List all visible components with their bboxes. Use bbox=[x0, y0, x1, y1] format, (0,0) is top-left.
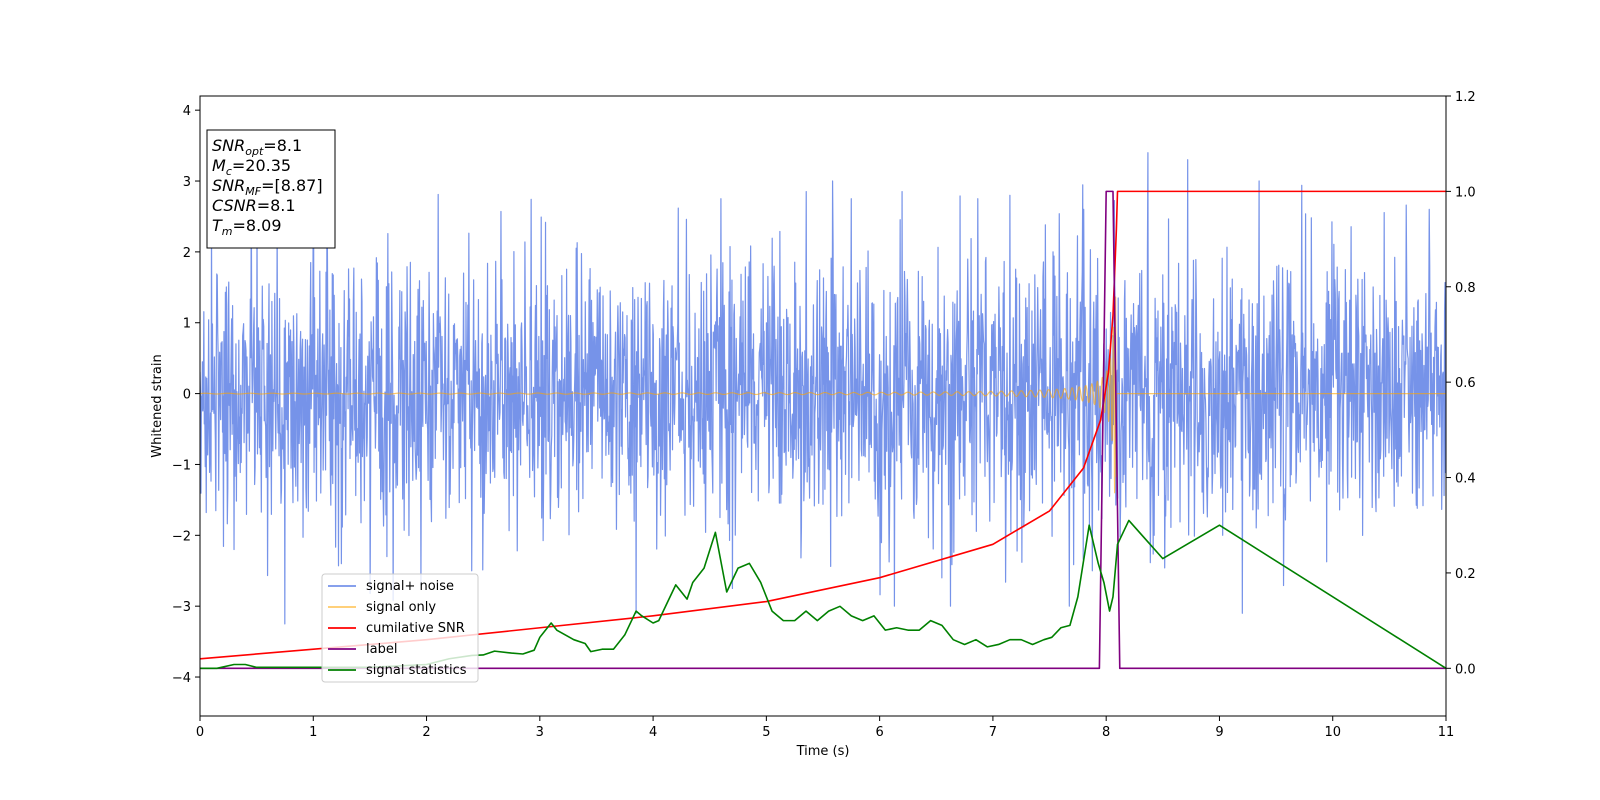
y-tick-label: 4 bbox=[183, 104, 191, 119]
y2-tick-label: 0.0 bbox=[1455, 662, 1476, 677]
info-box-line: CSNR=8.1 bbox=[212, 196, 296, 215]
x-tick-label: 3 bbox=[536, 725, 544, 740]
info-subscript: opt bbox=[245, 145, 264, 158]
y2-tick-label: 0.4 bbox=[1455, 472, 1476, 487]
x-tick-label: 4 bbox=[649, 725, 657, 740]
y2-tick-label: 0.8 bbox=[1455, 281, 1476, 296]
y2-tick-label: 1.2 bbox=[1455, 90, 1476, 105]
legend-entry-label: cumilative SNR bbox=[366, 621, 465, 636]
series-cumilative-snr-line bbox=[200, 190, 1446, 660]
legend-frame bbox=[321, 573, 479, 683]
info-box-line: SNRopt=8.1 bbox=[212, 136, 302, 158]
series-signal-statistics-line bbox=[200, 519, 1446, 670]
y-tick-label: −1 bbox=[172, 458, 191, 473]
x-tick-label: 1 bbox=[309, 725, 317, 740]
x-tick-label: 7 bbox=[989, 725, 997, 740]
legend-entry-label: signal+ noise bbox=[366, 579, 454, 594]
plot-series-layer bbox=[200, 152, 1446, 670]
legend: signal+ noise signal only cumilative SNR la… bbox=[321, 573, 479, 683]
plot-frame bbox=[199, 95, 1447, 717]
x-tick-label: 11 bbox=[1438, 725, 1455, 740]
info-symbol: T bbox=[212, 216, 223, 235]
series-signal-noise-line bbox=[200, 152, 1446, 625]
info-subscript: c bbox=[226, 165, 232, 178]
info-value: =[8.87] bbox=[261, 176, 323, 195]
info-value: =8.1 bbox=[263, 136, 302, 155]
x-tick-label: 9 bbox=[1215, 725, 1223, 740]
y-axis-ticks: −4 −3 −2 −1 0 1 2 3 4 bbox=[172, 104, 200, 686]
info-value: =20.35 bbox=[232, 156, 291, 175]
x-axis-label: Time (s) bbox=[796, 744, 850, 759]
x-tick-label: 6 bbox=[875, 725, 883, 740]
info-value: =8.1 bbox=[257, 196, 296, 215]
info-value: =8.09 bbox=[233, 216, 282, 235]
info-box-line: Mc=20.35 bbox=[212, 156, 291, 178]
info-subscript: MF bbox=[245, 185, 261, 198]
x-tick-label: 10 bbox=[1324, 725, 1341, 740]
y-tick-label: 2 bbox=[183, 246, 191, 261]
info-box-line: Tm=8.09 bbox=[212, 216, 282, 238]
x-tick-label: 0 bbox=[196, 725, 204, 740]
x-tick-label: 8 bbox=[1102, 725, 1110, 740]
y2-tick-label: 1.0 bbox=[1455, 185, 1476, 200]
y-axis-label: Whitened strain bbox=[150, 354, 165, 457]
y-tick-label: −3 bbox=[172, 600, 191, 615]
y2-axis-ticks: 0.0 0.2 0.4 0.6 0.8 1.0 1.2 bbox=[1446, 90, 1476, 677]
legend-entry-label: label bbox=[366, 642, 397, 657]
info-symbol: CSNR bbox=[212, 196, 257, 215]
info-symbol: M bbox=[212, 156, 226, 175]
info-box-frame bbox=[206, 129, 336, 249]
x-tick-label: 2 bbox=[422, 725, 430, 740]
info-subscript: m bbox=[222, 225, 233, 238]
x-tick-label: 5 bbox=[762, 725, 770, 740]
y-tick-label: −2 bbox=[172, 529, 191, 544]
legend-entry-label: signal only bbox=[366, 600, 436, 615]
series-signal-only-line bbox=[200, 296, 1446, 494]
x-axis-ticks: 0 1 2 3 4 5 6 7 8 9 10 11 bbox=[196, 716, 1454, 740]
y2-tick-label: 0.6 bbox=[1455, 376, 1476, 391]
info-box-line: SNRMF=[8.87] bbox=[212, 176, 323, 198]
y2-tick-label: 0.2 bbox=[1455, 567, 1476, 582]
series-label-line bbox=[200, 190, 1446, 670]
y-tick-label: 1 bbox=[183, 317, 191, 332]
legend-entry-label: signal statistics bbox=[366, 663, 467, 678]
info-box: SNRopt=8.1Mc=20.35SNRMF=[8.87]CSNR=8.1Tm… bbox=[206, 129, 336, 249]
info-symbol: SNR bbox=[212, 176, 245, 195]
y-tick-label: 0 bbox=[183, 388, 191, 403]
info-symbol: SNR bbox=[212, 136, 245, 155]
y-tick-label: 3 bbox=[183, 175, 191, 190]
y-tick-label: −4 bbox=[172, 671, 191, 686]
